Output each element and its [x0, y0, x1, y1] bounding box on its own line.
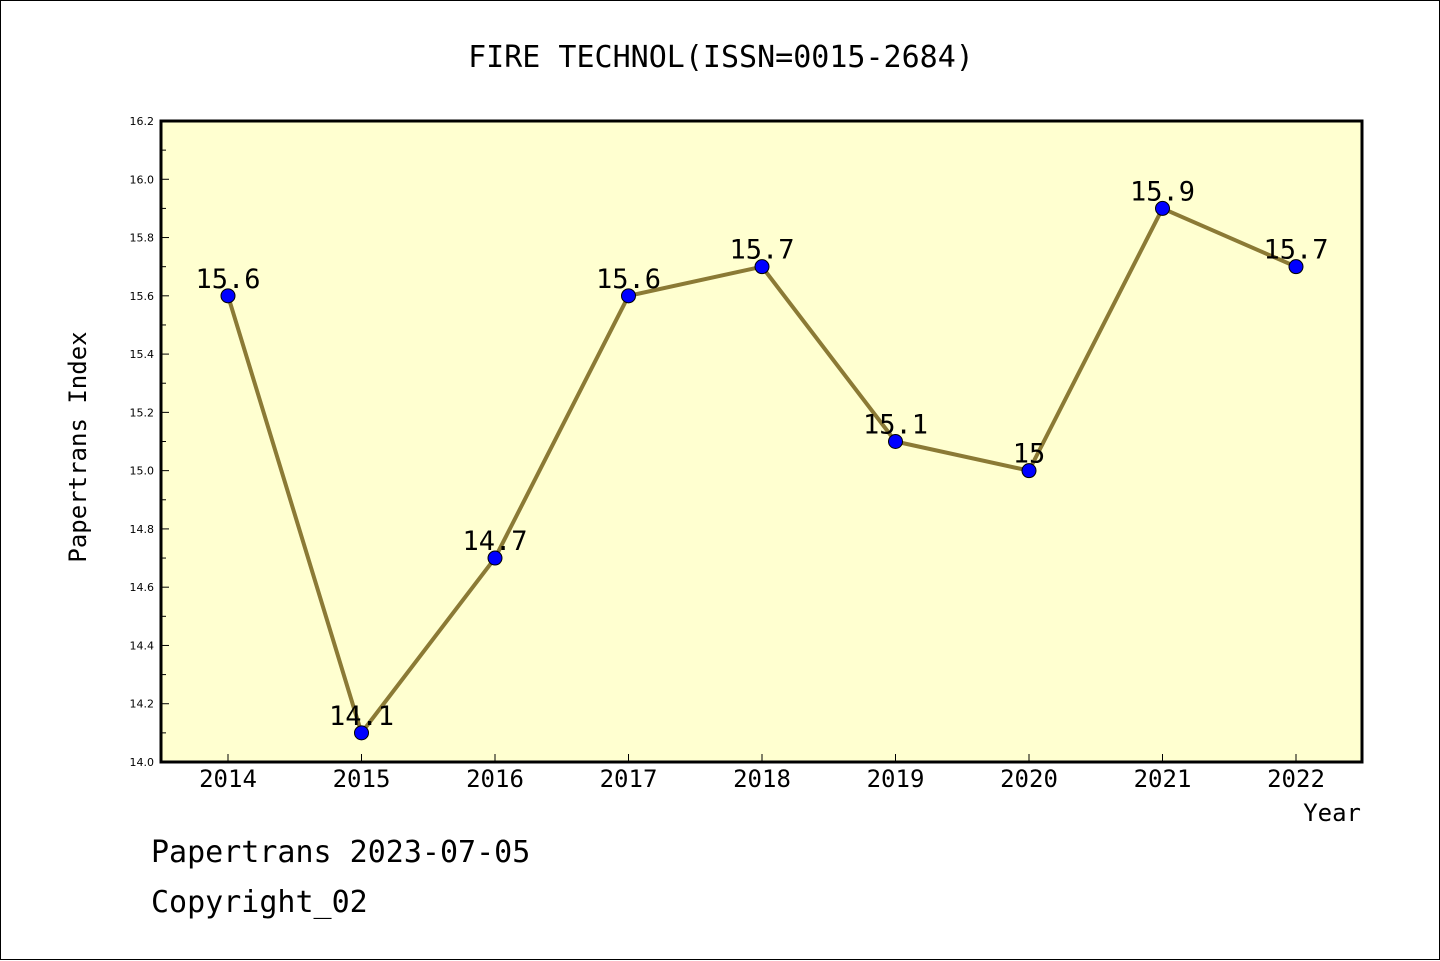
x-tick-label: 2021: [1134, 765, 1192, 793]
y-tick-label: 14.4: [130, 639, 155, 652]
x-axis: 2014 2015 2016 2017 2018 2019 2020 2021 2022: [199, 754, 1325, 793]
y-tick-label: 15.8: [130, 232, 155, 245]
data-label: 14.1: [329, 701, 394, 732]
y-tick-label: 15.2: [130, 406, 155, 419]
y-tick-label: 14.2: [130, 698, 155, 711]
x-tick-label: 2020: [1000, 765, 1058, 793]
data-point: [487, 550, 503, 566]
data-point: [754, 259, 770, 275]
y-tick-label: 14.8: [130, 523, 155, 536]
data-label: 15.9: [1130, 176, 1195, 207]
y-tick-label: 16.2: [130, 115, 155, 128]
footer-date: Papertrans 2023-07-05: [151, 835, 531, 870]
plot-border: [159, 119, 1364, 764]
x-tick-label: 2016: [466, 765, 524, 793]
data-point: [220, 288, 236, 304]
data-point: [1288, 259, 1304, 275]
x-tick-label: 2017: [600, 765, 658, 793]
x-tick-label: 2018: [733, 765, 791, 793]
data-label: 14.7: [462, 526, 527, 557]
footer-copyright: Copyright_02: [151, 885, 368, 920]
x-tick-label: 2022: [1267, 765, 1325, 793]
data-label: 15.7: [1263, 235, 1328, 266]
chart-title: FIRE TECHNOL(ISSN=0015-2684): [468, 40, 974, 75]
data-label: 15: [1013, 439, 1046, 470]
y-tick-label: 15.0: [130, 465, 155, 478]
data-point: [621, 288, 636, 304]
x-tick-label: 2014: [199, 765, 257, 793]
y-tick-label: 15.6: [130, 290, 155, 303]
data-point: [888, 434, 903, 449]
data-point: [354, 725, 369, 741]
y-tick-label: 16.0: [130, 173, 155, 186]
data-label: 15.1: [863, 410, 928, 441]
plot-area: [161, 121, 1362, 762]
data-point: [1155, 200, 1170, 216]
data-label: 15.6: [596, 264, 661, 295]
y-tick-label: 15.4: [130, 348, 155, 361]
y-axis: 14.0 14.2 14.4 14.6 14.8 15.0 15.2 15.4 15.6 15.8…: [130, 115, 169, 769]
data-point: [1021, 463, 1037, 479]
x-tick-label: 2019: [867, 765, 925, 793]
y-axis-label: Papertrans Index: [64, 331, 92, 562]
y-tick-label: 14.0: [130, 756, 155, 769]
x-tick-label: 2015: [333, 765, 391, 793]
data-label: 15.7: [729, 235, 794, 266]
x-axis-label: Year: [1303, 799, 1361, 827]
data-label: 15.6: [195, 264, 260, 295]
data-series: 15.6 14.1 14.7 15.6 15.7 15.1 15 15.9 15.7: [195, 176, 1329, 741]
y-tick-label: 14.6: [130, 581, 155, 594]
